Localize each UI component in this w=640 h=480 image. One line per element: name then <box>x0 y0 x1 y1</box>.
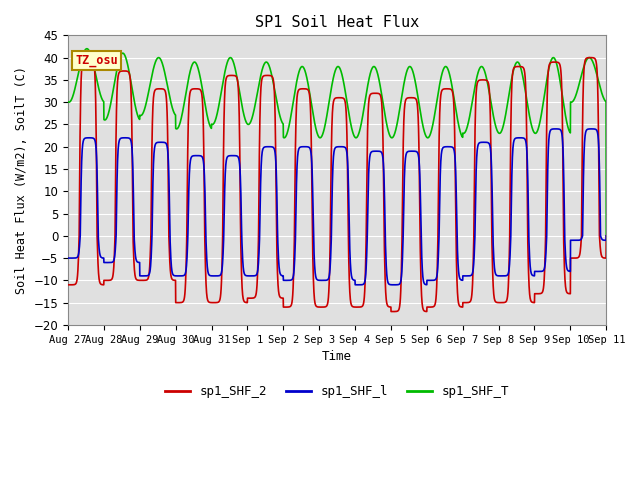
Legend: sp1_SHF_2, sp1_SHF_l, sp1_SHF_T: sp1_SHF_2, sp1_SHF_l, sp1_SHF_T <box>159 380 515 403</box>
Y-axis label: Soil Heat Flux (W/m2), SoilT (C): Soil Heat Flux (W/m2), SoilT (C) <box>15 66 28 294</box>
Text: TZ_osu: TZ_osu <box>75 54 118 67</box>
Title: SP1 Soil Heat Flux: SP1 Soil Heat Flux <box>255 15 419 30</box>
X-axis label: Time: Time <box>322 350 352 363</box>
